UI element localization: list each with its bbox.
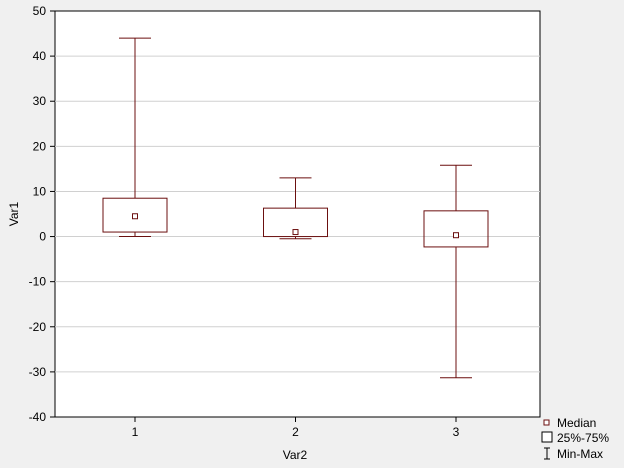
- x-tick-label: 3: [453, 425, 460, 439]
- legend-box-label: 25%-75%: [557, 431, 609, 445]
- y-tick-label: 40: [33, 49, 47, 63]
- median-marker: [132, 213, 138, 220]
- plot-area: [54, 10, 541, 418]
- y-tick-label: -40: [29, 410, 47, 424]
- y-axis: -40 -30 -20 -10 0 10 20 30 40 50: [29, 4, 55, 424]
- y-axis-title: Var1: [7, 201, 21, 226]
- x-axis: 1 2 3: [132, 417, 460, 439]
- y-tick-label: 20: [33, 139, 47, 153]
- box-2: [263, 177, 328, 240]
- y-tick-label: -20: [29, 320, 47, 334]
- y-tick-label: -30: [29, 365, 47, 379]
- x-tick-label: 2: [292, 425, 299, 439]
- x-tick-label: 1: [132, 425, 139, 439]
- iqr-box: [102, 197, 168, 233]
- y-tick-label: 10: [33, 184, 47, 198]
- boxes-group: [102, 37, 489, 379]
- y-tick-label: 0: [39, 230, 46, 244]
- median-marker: [453, 232, 459, 239]
- legend-whisker-label: Min-Max: [557, 447, 603, 461]
- box-1: [102, 37, 168, 238]
- legend-median-label: Median: [557, 416, 596, 430]
- x-axis-title: Var2: [283, 448, 308, 462]
- y-tick-label: 50: [33, 4, 47, 18]
- legend-whisker-symbol: [544, 447, 550, 460]
- legend: Median 25%-75% Min-Max: [541, 416, 609, 461]
- y-tick-label: -10: [29, 275, 47, 289]
- legend-median-symbol: [543, 419, 550, 426]
- y-tick-label: 30: [33, 94, 47, 108]
- legend-box-symbol: [541, 431, 553, 443]
- median-marker: [292, 229, 299, 236]
- box-3: [423, 164, 489, 379]
- iqr-box: [263, 207, 328, 238]
- iqr-box: [423, 210, 489, 248]
